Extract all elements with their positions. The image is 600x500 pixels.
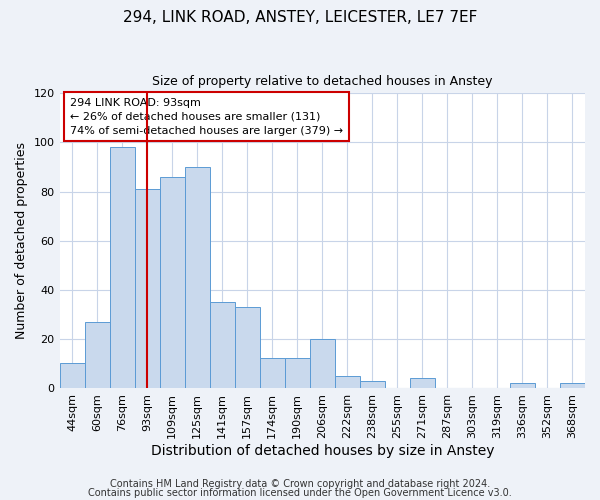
Bar	[510, 383, 535, 388]
Text: 294 LINK ROAD: 93sqm
← 26% of detached houses are smaller (131)
74% of semi-deta: 294 LINK ROAD: 93sqm ← 26% of detached h…	[70, 98, 343, 136]
Bar	[209, 302, 235, 388]
Text: 294, LINK ROAD, ANSTEY, LEICESTER, LE7 7EF: 294, LINK ROAD, ANSTEY, LEICESTER, LE7 7…	[123, 10, 477, 25]
Y-axis label: Number of detached properties: Number of detached properties	[15, 142, 28, 339]
Bar	[310, 339, 335, 388]
Bar	[285, 358, 310, 388]
Bar	[59, 364, 85, 388]
Bar	[134, 189, 160, 388]
Bar	[85, 322, 110, 388]
Bar	[160, 177, 185, 388]
Text: Contains public sector information licensed under the Open Government Licence v3: Contains public sector information licen…	[88, 488, 512, 498]
Bar	[260, 358, 285, 388]
Bar	[560, 383, 585, 388]
Bar	[410, 378, 435, 388]
X-axis label: Distribution of detached houses by size in Anstey: Distribution of detached houses by size …	[151, 444, 494, 458]
Bar	[335, 376, 360, 388]
Bar	[360, 380, 385, 388]
Title: Size of property relative to detached houses in Anstey: Size of property relative to detached ho…	[152, 75, 493, 88]
Bar	[110, 148, 134, 388]
Text: Contains HM Land Registry data © Crown copyright and database right 2024.: Contains HM Land Registry data © Crown c…	[110, 479, 490, 489]
Bar	[235, 307, 260, 388]
Bar	[185, 167, 209, 388]
